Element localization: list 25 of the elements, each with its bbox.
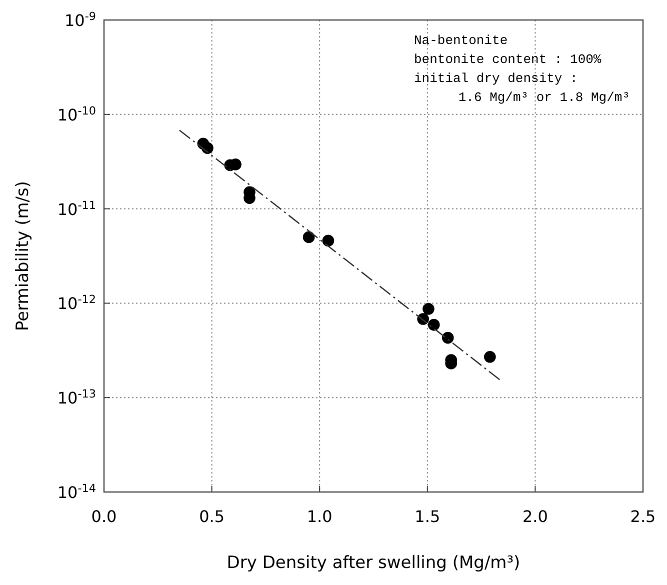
annotation: Na-bentonite [414, 33, 508, 48]
y-tick-label: 10$^{-12}$ [57, 292, 96, 314]
x-tick-label: 1.0 [306, 507, 332, 526]
y-tick-label: 10$^{-11}$ [57, 198, 96, 219]
annotation: bentonite content : 100% [414, 52, 602, 67]
x-tick-label: 0.0 [91, 507, 117, 526]
point [422, 303, 434, 315]
annotation: 1.6 Mg/m³ or 1.8 Mg/m³ [458, 90, 630, 105]
y-axis-title: Permiability (m/s) [13, 181, 33, 331]
point [442, 332, 454, 344]
x-tick-label: 1.5 [414, 507, 440, 526]
point [302, 231, 315, 244]
y-tick-label: 10$^{-13}$ [57, 387, 96, 408]
y-tick-label: 10$^{-14}$ [57, 482, 96, 502]
annotation: initial dry density : [414, 71, 578, 86]
point [428, 318, 440, 331]
x-tick-label: 2.0 [522, 507, 548, 526]
y-tick-label: 10$^{-10}$ [57, 104, 96, 124]
x-axis-title: Dry Density after swelling (Mg/m³) [226, 553, 520, 573]
point [484, 350, 496, 363]
point [322, 234, 334, 247]
point [202, 142, 214, 154]
x-tick-label: 2.5 [630, 507, 656, 526]
x-tick-label: 0.5 [199, 507, 225, 526]
y-tick-label: 10$^{-9}$ [64, 10, 96, 30]
